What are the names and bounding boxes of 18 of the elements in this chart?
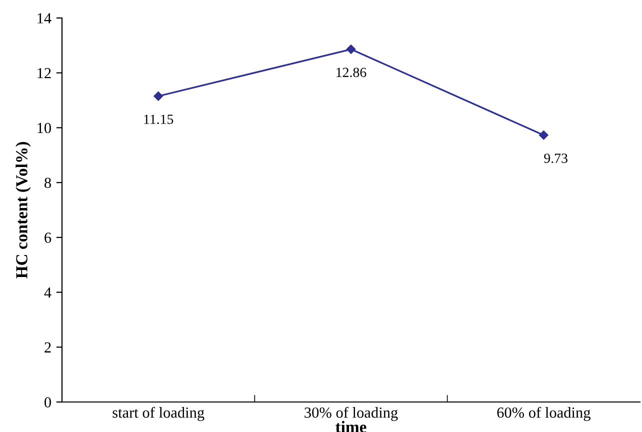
y-tick-label: 14	[38, 13, 52, 24]
x-tick-label: 60% of loading	[497, 406, 590, 421]
y-tick-label: 4	[44, 288, 52, 298]
data-label: 11.15	[144, 114, 174, 124]
y-tick-label: 2	[44, 342, 51, 352]
y-tick-label: 6	[44, 232, 52, 243]
point	[539, 130, 548, 140]
data-label: 12.86	[336, 68, 366, 78]
y-tick-label: 12	[38, 68, 51, 78]
data-label: 9.73	[544, 154, 568, 164]
point	[346, 44, 356, 54]
y-axis-title: HC content (Vol%)	[16, 142, 31, 278]
y-tick-label: 8	[44, 178, 51, 188]
x-tick-label: start of loading	[112, 406, 204, 421]
y-tick-label: 10	[38, 122, 51, 134]
point	[154, 92, 163, 101]
y-tick-label: 0	[44, 397, 51, 408]
x-tick-label: 30% of loading	[304, 406, 398, 421]
